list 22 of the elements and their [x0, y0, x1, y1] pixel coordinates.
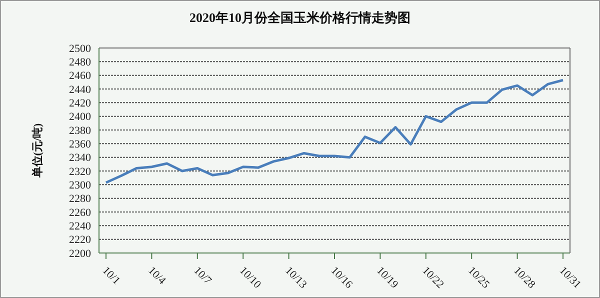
y-tick-label: 2240 — [69, 220, 92, 233]
y-tick-label: 2300 — [69, 180, 92, 192]
y-tick-label: 2420 — [69, 98, 92, 110]
y-tick-label: 2400 — [69, 111, 92, 124]
x-tick-label: 10/1 — [100, 264, 122, 287]
chart-title: 2020年10月份全国玉米价格行情走势图 — [188, 9, 412, 27]
y-tick-label: 2440 — [69, 84, 92, 96]
y-tick-label: 2480 — [69, 56, 92, 69]
y-tick-label: 2460 — [69, 70, 92, 82]
line-series — [104, 78, 564, 184]
y-tick-label: 2260 — [69, 206, 92, 219]
y-tick-label: 2360 — [69, 138, 92, 151]
y-axis-title: 单位(元/吨) — [30, 122, 44, 179]
y-tick-label: 2320 — [69, 166, 92, 178]
y-tick-label: 2500 — [69, 42, 92, 55]
y-tick-label: 2380 — [69, 124, 92, 137]
y-tick-label: 2220 — [69, 234, 92, 246]
x-tick-label: 10/4 — [146, 264, 168, 288]
y-tick-label: 2340 — [69, 152, 92, 164]
y-tick-label: 2280 — [69, 193, 92, 206]
y-tick-label: 2200 — [69, 248, 92, 260]
x-tick-label: 10/7 — [191, 264, 214, 288]
